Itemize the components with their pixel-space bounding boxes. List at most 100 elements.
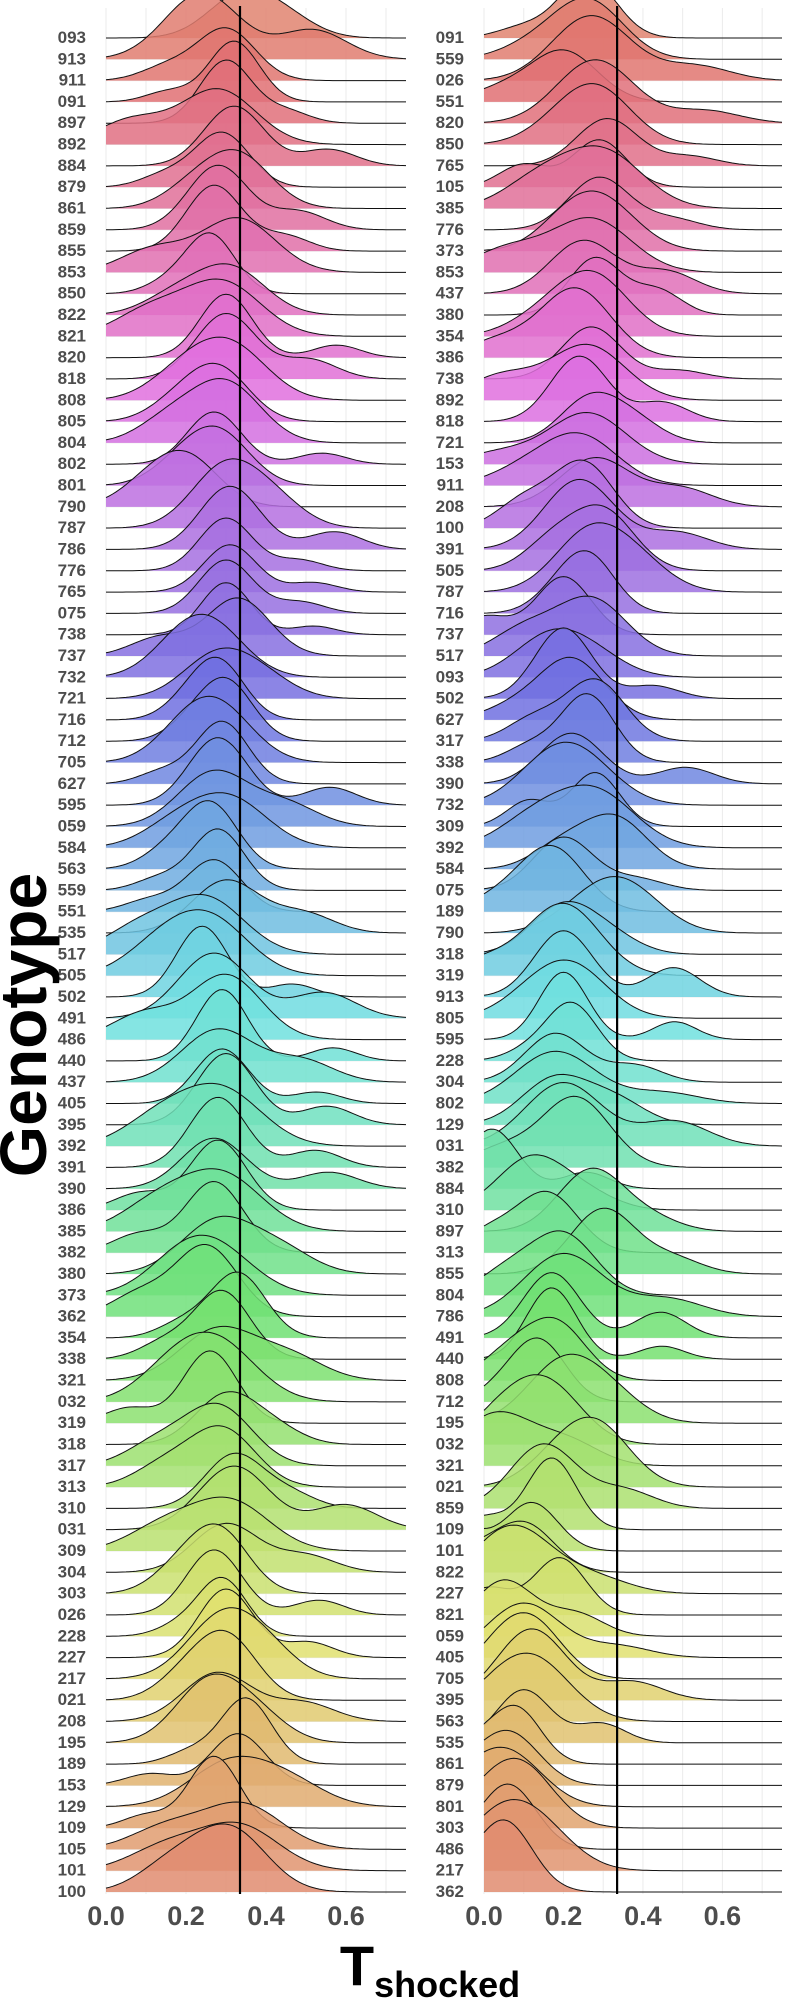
ridge-outline: [483, 971, 782, 1041]
y-tick-label: 808: [436, 1371, 464, 1390]
ridge-outline: [483, 1757, 782, 1829]
ridge-outline: [105, 1271, 406, 1339]
y-tick-label: 787: [436, 582, 464, 601]
ridge-861: [105, 149, 406, 209]
y-tick-label: 787: [58, 518, 86, 537]
y-tick-label: 855: [58, 241, 86, 260]
y-tick-label: 189: [58, 1754, 86, 1773]
ridge-392: [105, 1082, 406, 1147]
ridge-outline: [105, 377, 406, 444]
ridge-385: [483, 145, 782, 209]
ridge-outline: [105, 1821, 406, 1872]
ridge-fill: [484, 1799, 782, 1871]
y-tick-label: 551: [58, 902, 86, 921]
y-tick-label: 721: [436, 433, 464, 452]
ridge-fill: [106, 232, 406, 294]
y-tick-label: 093: [58, 28, 86, 47]
y-tick-label: 392: [436, 838, 464, 857]
ridge-outline: [106, 105, 407, 167]
y-tick-label: 818: [58, 369, 86, 388]
y-tick-label: 505: [58, 966, 86, 985]
ridge-outline: [483, 656, 782, 721]
ridge-outline: [105, 263, 406, 316]
ridge-884: [106, 105, 407, 167]
y-tick-label: 721: [58, 689, 86, 708]
y-tick-label: 716: [436, 603, 464, 622]
ridge-821: [483, 1557, 782, 1616]
ridge-outline: [483, 343, 782, 401]
y-tick-label: 853: [58, 262, 86, 281]
ridge-fill: [106, 458, 406, 529]
ridge-fill: [106, 560, 406, 614]
ridge-386: [483, 287, 782, 359]
ridge-outline: [483, 1287, 782, 1360]
ridge-732: [105, 613, 406, 678]
x-tick-label-right: 0.2: [545, 1901, 583, 1931]
x-tick-label-right: 0.0: [465, 1901, 503, 1931]
ridge-outline: [483, 269, 782, 337]
ridge-fill: [484, 1653, 782, 1722]
ridge-outline: [483, 1501, 782, 1552]
y-tick-label: 802: [436, 1094, 464, 1113]
ridge-fill: [106, 989, 406, 1061]
ridge-outline: [106, 1549, 406, 1616]
y-tick-label: 380: [436, 305, 464, 324]
ridge-437: [105, 1028, 407, 1083]
ridge-fill: [106, 737, 406, 806]
y-tick-label: 317: [58, 1456, 86, 1475]
y-tick-label: 805: [58, 412, 86, 431]
y-tick-label: 217: [436, 1861, 464, 1880]
ridge-fill: [106, 1823, 406, 1892]
ridge-outline: [105, 720, 406, 785]
y-tick-label: 559: [58, 880, 86, 899]
y-tick-label: 382: [58, 1243, 86, 1262]
ridge-outline: [105, 1607, 406, 1680]
y-tick-label: 818: [436, 412, 464, 431]
y-tick-label: 738: [58, 625, 86, 644]
ridge-fill: [106, 657, 406, 720]
ridge-382: [483, 1095, 782, 1168]
ridge-fill: [484, 145, 782, 209]
ridge-outline: [105, 1289, 406, 1360]
ridge-fill: [106, 800, 406, 870]
y-tick-label: 228: [436, 1051, 464, 1070]
ridge-outline: [484, 117, 782, 167]
y-tick-label: 031: [58, 1520, 86, 1539]
ridge-fill: [106, 378, 406, 443]
y-tick-label: 031: [436, 1136, 464, 1155]
y-tick-label: 892: [436, 390, 464, 409]
y-tick-label: 535: [58, 923, 86, 942]
y-tick-label: 227: [436, 1584, 464, 1603]
ridge-911: [105, 27, 406, 82]
ridge-outline: [105, 1671, 406, 1722]
ridge-fill: [106, 60, 406, 124]
y-tick-label: 026: [436, 71, 464, 90]
y-tick-label: 317: [436, 731, 464, 750]
y-tick-label: 390: [436, 774, 464, 793]
ridge-fill: [106, 1550, 406, 1615]
y-tick-label: 391: [58, 1157, 86, 1176]
y-tick-label: 208: [58, 1712, 86, 1731]
ridge-outline: [105, 1755, 406, 1808]
y-tick-label: 705: [58, 753, 86, 772]
y-tick-label: 502: [436, 689, 464, 708]
ridge-outline: [483, 678, 782, 742]
ridge-559: [105, 828, 406, 891]
ridge-outline: [483, 239, 782, 295]
ridge-outline: [483, 1443, 782, 1509]
y-tick-label: 595: [58, 795, 86, 814]
ridge-fill: [106, 294, 406, 358]
ridge-outline: [483, 1689, 782, 1744]
x-axis-title-main: T: [340, 1934, 374, 1997]
y-tick-label: 303: [436, 1818, 464, 1837]
ridge-391: [106, 1096, 406, 1168]
y-tick-label: 737: [436, 625, 464, 644]
ridge-fill: [106, 1697, 406, 1765]
ridge-outline: [483, 1520, 782, 1573]
ridge-outline: [105, 1673, 406, 1744]
y-tick-label: 100: [436, 518, 464, 537]
y-tick-label: 075: [436, 880, 464, 899]
y-tick-label: 879: [436, 1775, 464, 1794]
ridge-801: [483, 1746, 782, 1808]
y-tick-label: 386: [58, 1200, 86, 1219]
